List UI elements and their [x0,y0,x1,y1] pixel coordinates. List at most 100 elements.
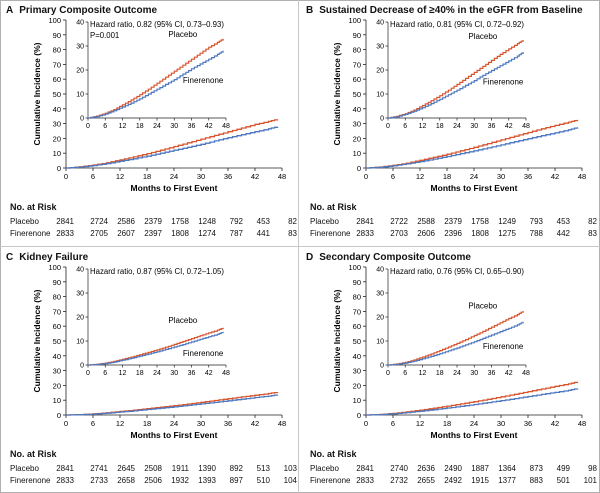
risk-value: 1911 [171,464,189,473]
risk-value: 83 [288,229,297,238]
x-tick-label: 24 [170,172,178,181]
risk-value: 103 [283,464,297,473]
inset-x-tick-label: 6 [103,123,107,130]
inset-x-tick-label: 12 [119,123,127,130]
hazard-ratio-text: Hazard ratio, 0.76 (95% CI, 0.65–0.90) [390,267,524,276]
inset-y-tick-label: 0 [80,363,84,370]
risk-table-header: No. at Risk [310,202,357,212]
risk-value: 2841 [356,217,374,226]
risk-label-finerenone: Finerenone [310,229,351,238]
risk-label-finerenone: Finerenone [310,476,351,485]
series-line-finerenone [366,388,579,416]
y-tick-label: 40 [53,105,61,114]
risk-value: 2588 [417,217,435,226]
inset-label-finerenone: Finerenone [183,349,224,358]
y-tick-label: 30 [353,367,361,376]
horizontal-divider [0,246,600,247]
inset-x-tick-label: 48 [522,370,530,377]
inset-x-tick-label: 6 [403,370,407,377]
risk-value: 1808 [171,229,189,238]
inset-y-tick-label: 0 [80,116,84,123]
risk-value: 2379 [144,217,162,226]
x-tick-label: 24 [470,419,478,428]
y-tick-label: 80 [53,293,61,302]
risk-value: 2733 [90,476,108,485]
risk-table-header: No. at Risk [10,449,57,459]
risk-value: 2508 [144,464,162,473]
inset-y-tick-label: 20 [76,315,84,322]
y-tick-label: 50 [53,90,61,99]
hazard-ratio-text: Hazard ratio, 0.81 (95% CI, 0.72–0.92) [390,20,524,29]
y-tick-label: 90 [53,31,61,40]
x-tick-label: 12 [416,172,424,181]
y-tick-label: 70 [353,307,361,316]
inset-label-finerenone: Finerenone [183,76,224,85]
inset-y-tick-label: 30 [376,291,384,298]
risk-table-header: No. at Risk [10,202,57,212]
x-tick-label: 6 [91,419,95,428]
risk-value: 2658 [117,476,135,485]
risk-value: 1808 [471,229,489,238]
inset-x-tick-label: 48 [222,370,230,377]
inset-x-tick-label: 24 [453,123,461,130]
risk-value: 2645 [117,464,135,473]
inset-plot: 0 10 20 30 40 0 6 12 18 24 30 36 42 48 Placebo Finereno… [76,267,230,377]
inset-x-tick-label: 30 [470,123,478,130]
x-tick-label: 6 [91,172,95,181]
inset-y-tick-label: 40 [76,267,84,274]
inset-y-tick-label: 20 [76,68,84,75]
inset-label-finerenone: Finerenone [483,342,524,351]
inset-series-line-finerenone [88,50,224,119]
x-tick-label: 0 [64,172,68,181]
risk-value: 2833 [356,229,374,238]
risk-value: 2379 [444,217,462,226]
series-line-finerenone [366,127,579,169]
inset-y-tick-label: 30 [76,291,84,298]
risk-value: 1758 [171,217,189,226]
risk-value: 1932 [171,476,189,485]
risk-value: 897 [229,476,243,485]
y-tick-label: 100 [348,263,361,272]
y-tick-label: 0 [57,164,61,173]
risk-value: 1758 [471,217,489,226]
y-axis-label: Cumulative Incidence (%) [332,289,342,392]
panel-title-text: Primary Composite Outcome [19,5,158,16]
x-tick-label: 36 [524,172,532,181]
y-tick-label: 0 [357,164,361,173]
inset-series-line-finerenone [388,321,524,366]
y-tick-label: 70 [353,60,361,69]
y-tick-label: 100 [48,16,61,25]
panel-d: D Secondary Composite Outcome Cumulative … [300,247,598,493]
y-tick-label: 20 [353,381,361,390]
panel-title-text: Kidney Failure [19,252,89,263]
x-tick-label: 18 [143,419,151,428]
risk-row-finerenone: Finerenone 2833 2705 2607 2397 1808 1274 787 44… [10,229,297,240]
x-tick-label: 18 [443,419,451,428]
inset-x-tick-label: 36 [488,370,496,377]
inset-x-tick-label: 0 [86,370,90,377]
panel-letter: B [306,5,314,16]
inset-x-tick-label: 18 [136,123,144,130]
inset-y-tick-label: 20 [376,68,384,75]
series-line-placebo [366,381,579,416]
inset-x-tick-label: 42 [205,370,213,377]
risk-value: 2586 [117,217,135,226]
y-tick-label: 100 [48,263,61,272]
y-tick-label: 10 [53,149,61,158]
x-tick-label: 30 [197,419,205,428]
y-tick-label: 60 [53,75,61,84]
risk-value: 892 [229,464,243,473]
inset-x-tick-label: 24 [453,370,461,377]
risk-label-finerenone: Finerenone [10,476,51,485]
risk-value: 1377 [498,476,516,485]
risk-value: 82 [288,217,297,226]
risk-value: 792 [229,217,243,226]
y-axis-label: Cumulative Incidence (%) [32,42,42,145]
risk-label-placebo: Placebo [310,464,339,473]
y-tick-label: 10 [353,396,361,405]
x-tick-label: 42 [251,172,259,181]
x-tick-label: 12 [116,172,124,181]
risk-value: 2724 [90,217,108,226]
x-tick-label: 0 [364,419,368,428]
